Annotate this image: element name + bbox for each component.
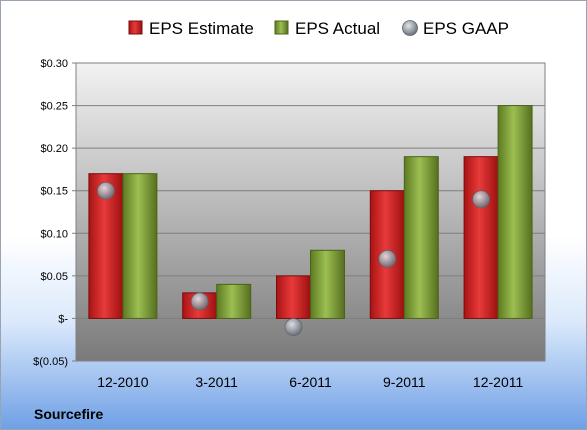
legend-swatch [128, 20, 143, 35]
x-tick-label: 12-2010 [97, 374, 149, 390]
marker-eps-gaap [378, 249, 397, 268]
marker-eps-gaap [190, 292, 209, 311]
x-tick-label: 6-2011 [289, 374, 332, 390]
marker-eps-gaap [97, 181, 115, 200]
bar-eps-estimate [463, 156, 499, 319]
company-label: Sourcefire [34, 406, 103, 422]
bar-eps-actual [310, 249, 345, 319]
legend-label: EPS Estimate [149, 19, 254, 38]
legend: EPS Estimate EPS Actual EPS GAAP [128, 19, 509, 38]
marker-eps-gaap [284, 318, 303, 336]
bar-eps-estimate [276, 275, 311, 319]
x-tick-label: 12-2011 [473, 374, 524, 390]
bar-eps-actual [216, 283, 252, 319]
legend-label: EPS Actual [295, 19, 380, 38]
bar-eps-actual [122, 173, 158, 319]
y-tick-label: $0.25 [40, 101, 68, 113]
y-tick-label: $0.20 [40, 143, 68, 155]
bar-series [88, 105, 533, 319]
y-tick-label: $0.05 [40, 271, 68, 283]
gaap-markers [97, 181, 491, 336]
bar-eps-actual [497, 105, 533, 319]
y-tick-label: $(0.05) [33, 356, 68, 368]
legend-label: EPS GAAP [423, 19, 509, 38]
x-axis: 12-2010 3-2011 6-2011 9-2011 12-2011 [97, 374, 523, 390]
y-tick-label: $0.10 [40, 228, 68, 240]
marker-eps-gaap [472, 190, 491, 209]
x-tick-label: 3-2011 [195, 374, 238, 390]
y-axis: $0.30 $0.25 $0.20 $0.15 $0.10 $0.05 $- $(0.05) [33, 58, 76, 368]
legend-swatch [274, 20, 289, 35]
y-tick-label: $0.15 [40, 186, 68, 198]
x-tick-label: 9-2011 [383, 374, 426, 390]
legend-swatch [402, 20, 418, 36]
y-tick-label: $0.30 [40, 58, 68, 70]
y-tick-label: $- [58, 313, 68, 325]
bar-eps-actual [403, 156, 439, 319]
